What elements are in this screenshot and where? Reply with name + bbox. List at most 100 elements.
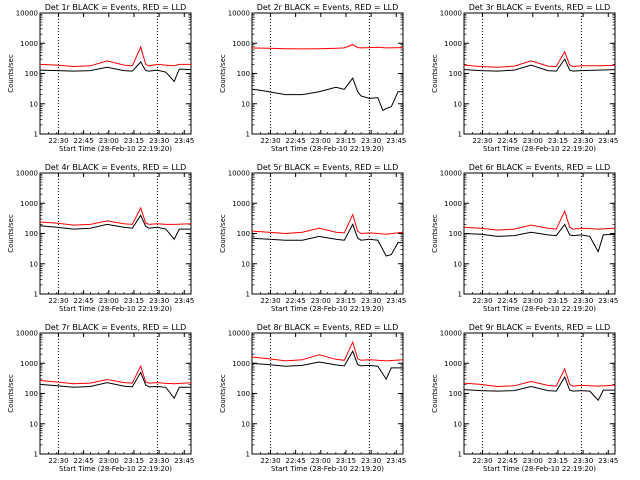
- y-tick-label: 10: [241, 100, 250, 108]
- panel-1: Det 1r BLACK = Events, RED = LLD 1 10 100 10…: [7, 3, 194, 153]
- y-tick-label: 10000: [440, 330, 462, 338]
- x-tick-label: 23:30: [149, 457, 169, 465]
- plot-frame: [463, 12, 616, 135]
- y-tick-label: 1: [458, 451, 462, 459]
- x-tick-label: 23:45: [598, 137, 618, 145]
- events-series-line: [463, 58, 616, 72]
- y-axis-label: Counts/sec: [7, 214, 15, 253]
- x-tick-label: 23:45: [598, 297, 618, 305]
- y-tick-label: 100: [25, 70, 38, 78]
- x-tick-label: 22:30: [260, 297, 280, 305]
- events-series-line: [251, 350, 403, 381]
- y-tick-label: 100: [237, 230, 250, 238]
- y-tick-label: 1000: [444, 40, 462, 48]
- x-tick-label: 23:30: [573, 297, 593, 305]
- lld-series-line: [463, 209, 616, 231]
- panel-3: Det 3r BLACK = Events, RED = LLD 1 10 100 10…: [431, 3, 618, 153]
- y-tick-label: 10: [453, 420, 462, 428]
- lld-series-line: [39, 364, 192, 385]
- panel-6: Det 6r BLACK = Events, RED = LLD 1 10 100 10…: [431, 163, 618, 313]
- y-tick-label: 100: [25, 390, 38, 398]
- x-tick-label: 23:15: [336, 137, 356, 145]
- panel-title: Det 1r BLACK = Events, RED = LLD: [45, 3, 187, 12]
- y-tick-label: 1000: [444, 360, 462, 368]
- events-series-line: [463, 375, 615, 402]
- events-series-line: [251, 223, 403, 257]
- x-tick-label: 23:45: [386, 137, 406, 145]
- y-axis-label: Counts/sec: [219, 374, 227, 413]
- y-tick-label: 10000: [228, 330, 250, 338]
- y-axis-label: Counts/sec: [431, 374, 439, 413]
- lld-series-line: [251, 44, 404, 50]
- y-tick-label: 1000: [232, 200, 250, 208]
- y-tick-label: 10000: [440, 170, 462, 178]
- x-tick-label: 23:00: [99, 457, 119, 465]
- x-tick-label: 22:45: [74, 137, 94, 145]
- x-axis-label: Start Time (28-Feb-10 22:19:20): [483, 465, 596, 473]
- plot-frame: [251, 332, 404, 455]
- events-series-line: [251, 77, 403, 112]
- panel-title: Det 3r BLACK = Events, RED = LLD: [469, 3, 611, 12]
- y-axis-label: Counts/sec: [219, 54, 227, 93]
- y-tick-label: 1: [246, 131, 250, 139]
- x-tick-label: 22:30: [48, 457, 68, 465]
- plot-frame: [39, 172, 192, 295]
- x-tick-label: 22:45: [286, 297, 306, 305]
- x-axis-label: Start Time (28-Feb-10 22:19:20): [271, 145, 384, 153]
- x-axis-label: Start Time (28-Feb-10 22:19:20): [59, 145, 172, 153]
- x-tick-label: 22:30: [48, 137, 68, 145]
- x-tick-label: 22:30: [472, 457, 492, 465]
- x-axis-label: Start Time (28-Feb-10 22:19:20): [483, 305, 596, 313]
- y-tick-label: 1: [34, 131, 38, 139]
- y-tick-label: 100: [449, 230, 462, 238]
- panel-5: Det 5r BLACK = Events, RED = LLD 1 10 100 10…: [219, 163, 406, 313]
- y-tick-label: 10: [241, 420, 250, 428]
- x-tick-label: 23:45: [174, 297, 194, 305]
- lld-series-line: [463, 50, 616, 68]
- x-tick-label: 23:30: [573, 457, 593, 465]
- x-tick-label: 23:15: [336, 457, 356, 465]
- panel-title: Det 9r BLACK = Events, RED = LLD: [469, 323, 611, 332]
- x-axis-label: Start Time (28-Feb-10 22:19:20): [271, 465, 384, 473]
- x-tick-label: 23:30: [149, 297, 169, 305]
- panel-title: Det 5r BLACK = Events, RED = LLD: [257, 163, 399, 172]
- y-tick-label: 1: [34, 451, 38, 459]
- x-tick-label: 23:45: [386, 297, 406, 305]
- x-tick-label: 22:30: [260, 457, 280, 465]
- x-tick-label: 23:00: [523, 137, 543, 145]
- y-tick-label: 1000: [232, 40, 250, 48]
- y-axis-label: Counts/sec: [431, 214, 439, 253]
- y-tick-label: 1000: [20, 40, 38, 48]
- y-tick-label: 100: [237, 70, 250, 78]
- plot-frame: [39, 12, 192, 135]
- x-tick-label: 22:45: [498, 137, 518, 145]
- x-tick-label: 23:30: [573, 137, 593, 145]
- y-tick-label: 10: [241, 260, 250, 268]
- y-tick-label: 1000: [444, 200, 462, 208]
- y-tick-label: 100: [237, 390, 250, 398]
- x-axis-label: Start Time (28-Feb-10 22:19:20): [59, 305, 172, 313]
- x-tick-label: 22:45: [498, 297, 518, 305]
- x-tick-label: 22:45: [498, 457, 518, 465]
- panel-title: Det 4r BLACK = Events, RED = LLD: [45, 163, 187, 172]
- x-tick-label: 22:45: [286, 457, 306, 465]
- x-axis-label: Start Time (28-Feb-10 22:19:20): [483, 145, 596, 153]
- y-tick-label: 1: [458, 131, 462, 139]
- x-tick-label: 22:45: [74, 457, 94, 465]
- y-tick-label: 10000: [228, 170, 250, 178]
- x-tick-label: 23:15: [336, 297, 356, 305]
- y-tick-label: 1: [458, 291, 462, 299]
- x-tick-label: 23:45: [174, 137, 194, 145]
- y-tick-label: 1: [246, 451, 250, 459]
- panel-7: Det 7r BLACK = Events, RED = LLD 1 10 100 10…: [7, 323, 194, 473]
- panel-9: Det 9r BLACK = Events, RED = LLD 1 10 100 10…: [431, 323, 618, 473]
- x-tick-label: 22:45: [286, 137, 306, 145]
- y-tick-label: 1000: [20, 200, 38, 208]
- x-tick-label: 23:00: [99, 297, 119, 305]
- x-tick-label: 23:15: [548, 137, 568, 145]
- panel-title: Det 2r BLACK = Events, RED = LLD: [257, 3, 399, 12]
- y-tick-label: 1000: [232, 360, 250, 368]
- x-tick-label: 23:15: [124, 137, 144, 145]
- x-tick-label: 23:15: [548, 297, 568, 305]
- events-series-line: [39, 214, 191, 241]
